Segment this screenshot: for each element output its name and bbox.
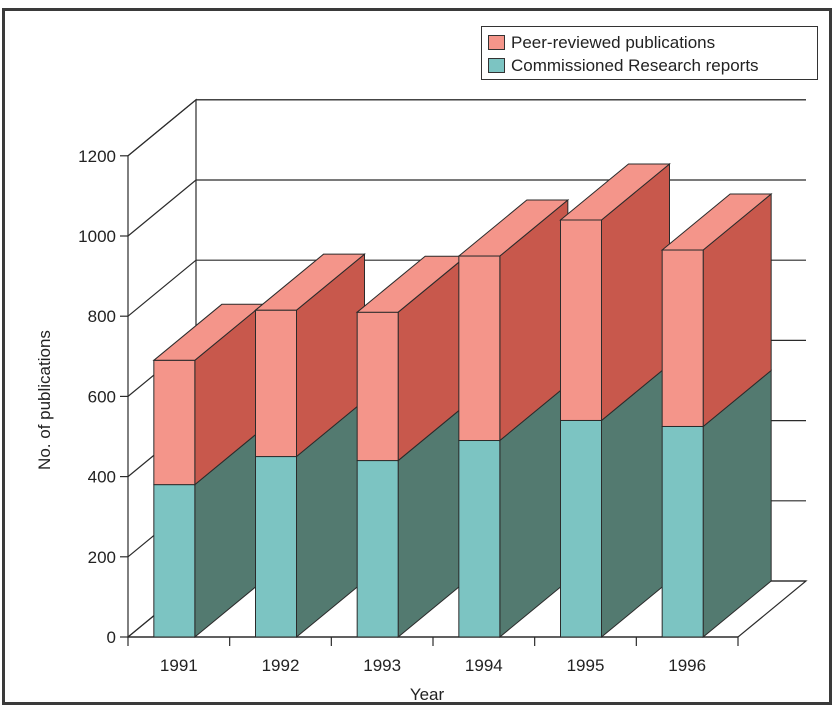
- bar-segment: [153, 427, 264, 639]
- y-tick-label: 400: [88, 468, 116, 487]
- tick-labels: 0 200 400 600 800 1000 1200 1991 1992 1993 1994 199…: [78, 147, 706, 675]
- bar-segment: [661, 369, 772, 639]
- bar: [153, 484, 196, 638]
- bar-top: [254, 253, 366, 311]
- x-tick-label: 1992: [262, 656, 300, 675]
- x-tick-label: 1994: [465, 656, 503, 675]
- y-tick-label: 1000: [78, 227, 116, 246]
- legend-item: Peer-reviewed publications: [488, 31, 811, 54]
- y-axis-title: No. of publications: [35, 330, 54, 470]
- x-tick-label: 1993: [363, 656, 401, 675]
- bar: [255, 456, 297, 638]
- bar-segment: [152, 303, 265, 486]
- y-tick-label: 200: [88, 548, 116, 567]
- legend-label: Peer-reviewed publications: [511, 32, 716, 52]
- y-tick-label: 0: [107, 628, 116, 647]
- bar: [661, 425, 704, 638]
- legend: Peer-reviewed publications Commissioned …: [481, 26, 818, 80]
- bar-segment: [457, 198, 570, 442]
- y-tick-label: 800: [88, 307, 116, 326]
- x-tick-label: 1995: [567, 656, 605, 675]
- bar: [356, 311, 399, 462]
- bar-segment: [355, 255, 468, 462]
- bar: [458, 440, 501, 638]
- bar: [356, 460, 399, 638]
- bar-top: [457, 199, 570, 257]
- bar-top: [559, 163, 671, 221]
- bar: [255, 309, 297, 458]
- bar: [560, 219, 602, 421]
- bar-segment: [254, 253, 366, 458]
- axes: [120, 155, 739, 646]
- legend-item: Commissioned Research reports: [488, 54, 811, 77]
- x-tick-label: 1996: [668, 656, 706, 675]
- bar-segment: [356, 403, 467, 639]
- y-tick-label: 1200: [78, 147, 116, 166]
- bar: [661, 249, 704, 427]
- gridline: [127, 179, 806, 237]
- bar: [458, 255, 501, 442]
- bar-top: [660, 193, 773, 251]
- bar-segment: [560, 363, 670, 639]
- bar-segment: [559, 162, 671, 422]
- gridline: [127, 99, 806, 157]
- x-axis-title: Year: [410, 685, 445, 704]
- y-tick-label: 600: [88, 387, 116, 406]
- x-tick-label: 1991: [160, 656, 198, 675]
- bars: [152, 162, 773, 639]
- bar: [153, 359, 196, 486]
- bar-segment: [458, 383, 569, 639]
- bar-segment: [255, 399, 365, 639]
- bar-segment: [660, 192, 773, 428]
- bar: [560, 419, 602, 638]
- legend-label: Commissioned Research reports: [511, 55, 759, 75]
- legend-swatch: [488, 35, 505, 50]
- legend-swatch: [488, 58, 505, 73]
